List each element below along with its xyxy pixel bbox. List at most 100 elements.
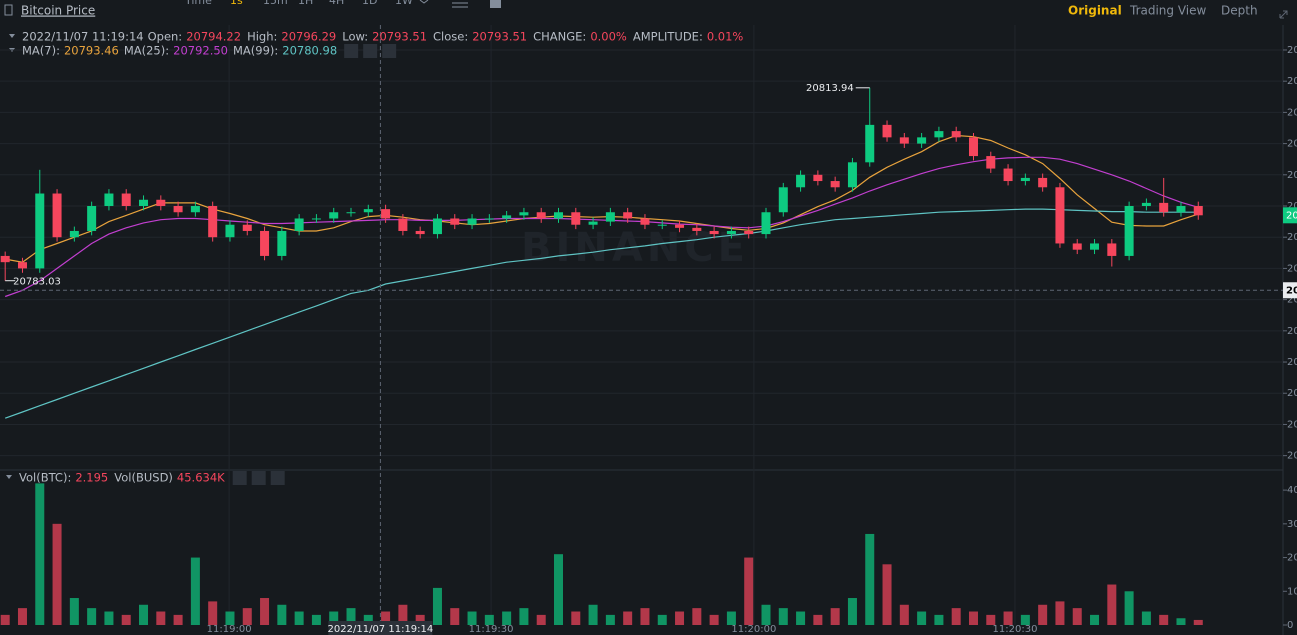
volume-bar (1020, 614, 1030, 625)
y-tick-label: 20760 (1287, 419, 1297, 430)
x-tick-label: 11:20:00 (731, 624, 776, 635)
y-tick-label: 20765 (1287, 388, 1297, 399)
candle-body (623, 212, 633, 219)
candle-body (1124, 206, 1134, 256)
volume-bar (588, 604, 598, 625)
volume-bar (52, 523, 62, 625)
candle-body (917, 137, 927, 144)
candle-body (640, 218, 650, 225)
volume-bar (692, 608, 702, 625)
candle-body (1020, 177, 1030, 182)
view-tab[interactable]: Original (1068, 4, 1122, 18)
y-tick-label: 20780 (1287, 295, 1297, 306)
candle-body (968, 137, 978, 157)
view-tab[interactable]: Trading View (1129, 4, 1207, 18)
volume-bar (675, 611, 685, 625)
candle-body (536, 212, 546, 219)
volume-bar (1055, 601, 1065, 625)
ma-line (5, 134, 1199, 263)
candle-body (173, 206, 183, 213)
info-label: Low: (342, 30, 368, 44)
interval-tab[interactable]: 4H (329, 0, 344, 7)
indicator-button[interactable] (270, 471, 285, 485)
info-label: Close: (433, 30, 468, 44)
volume-bar (640, 608, 650, 625)
settings-icon[interactable] (490, 0, 501, 8)
volume-tick-label: 10 (1287, 586, 1297, 597)
indicator-button[interactable] (363, 44, 378, 58)
volume-bar (225, 611, 235, 625)
volume-bar (294, 611, 304, 625)
dropdown-icon[interactable] (419, 0, 429, 4)
volume-bar (121, 614, 131, 625)
candle-body (121, 193, 131, 207)
candle-body (311, 218, 321, 220)
indicator-button[interactable] (232, 471, 247, 485)
candle-body (554, 212, 564, 219)
crosshair-time-label: 2022/11/07 11:19:14 (328, 624, 434, 635)
indicator-icon[interactable] (452, 2, 468, 8)
y-tick-label: 20790 (1287, 232, 1297, 243)
candle-body (363, 209, 373, 213)
interval-tab[interactable]: Time (184, 0, 212, 7)
candle-body (208, 206, 218, 238)
volume-bar (1107, 584, 1117, 625)
candle-body (484, 218, 494, 220)
volume-label: Vol(BUSD) (114, 471, 173, 485)
volume-bar (139, 604, 149, 625)
interval-tab[interactable]: 1W (395, 0, 413, 7)
interval-tab[interactable]: 1H (298, 0, 313, 7)
y-tick-label: 20815 (1287, 76, 1297, 87)
candle-body (260, 230, 270, 256)
interval-tab[interactable]: 1s (230, 0, 243, 7)
volume-bar (1193, 619, 1203, 625)
volume-bar (1003, 611, 1013, 625)
candle-body (17, 262, 27, 269)
collapse-icon[interactable] (6, 475, 12, 479)
volume-bar (847, 598, 857, 625)
volume-bar (1090, 614, 1100, 625)
volume-bar (87, 608, 97, 625)
indicator-button[interactable] (344, 44, 359, 58)
volume-bar (882, 564, 892, 625)
y-tick-label: 20770 (1287, 357, 1297, 368)
volume-bar (1072, 608, 1082, 625)
volume-bar (208, 601, 218, 625)
candle-body (104, 193, 114, 207)
volume-bar (519, 608, 529, 625)
info-label: 2022/11/07 11:19:14 (22, 30, 144, 44)
ma-line (4, 156, 1199, 298)
candle-body (796, 174, 806, 188)
page-title[interactable]: Bitcoin Price (21, 4, 95, 18)
candle-body (467, 218, 477, 225)
candle-body (294, 218, 304, 231)
interval-tab[interactable]: 15m (263, 0, 288, 7)
candle-body (139, 199, 149, 207)
crosshair-time-box (328, 621, 433, 635)
interval-tab[interactable]: 1D (362, 0, 377, 7)
indicator-button[interactable] (382, 44, 397, 58)
info-value: 0.01% (707, 30, 744, 44)
volume-bar (346, 608, 356, 625)
toolbar-icons (419, 0, 1288, 19)
indicator-button[interactable] (251, 471, 266, 485)
last-price-label: 20793.51 (1286, 210, 1297, 221)
candle-body (519, 212, 529, 216)
info-value: 0.00% (590, 30, 627, 44)
volume-bar (796, 611, 806, 625)
view-tab[interactable]: Depth (1221, 4, 1258, 18)
crosshair-price-box (1283, 282, 1297, 299)
info-value: 20796.29 (281, 30, 336, 44)
y-tick-label: 20820 (1287, 45, 1297, 56)
volume-bar (726, 611, 736, 625)
volume-bar (778, 608, 788, 625)
candle-body (1107, 243, 1117, 256)
candle-body (450, 218, 460, 225)
volume-bar (190, 557, 200, 625)
collapse-icon[interactable] (9, 34, 15, 38)
volume-bar (657, 614, 667, 625)
candle-body (726, 230, 736, 235)
x-tick-label: 11:20:30 (993, 624, 1038, 635)
fullscreen-icon[interactable] (1279, 10, 1288, 19)
volume-bar (1124, 591, 1134, 625)
